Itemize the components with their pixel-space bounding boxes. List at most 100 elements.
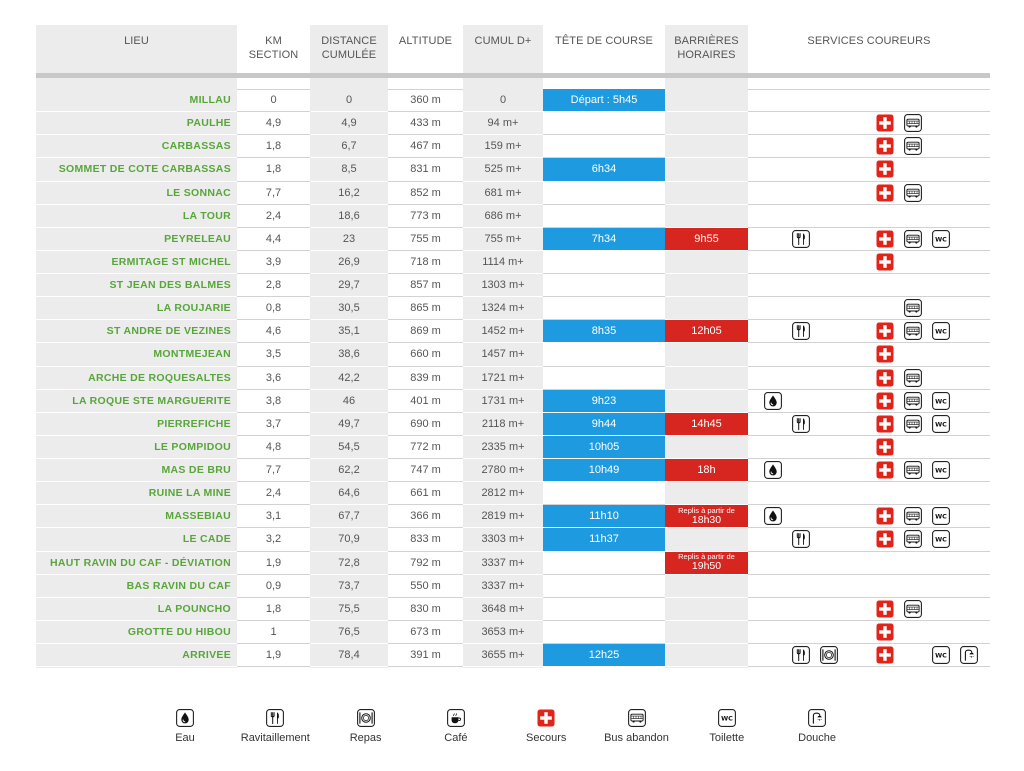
services-coureurs-cell: WC <box>748 528 990 552</box>
place-name-cell: ARCHE DE ROQUESALTES <box>36 367 237 390</box>
tete-de-course-cell: 12h25 <box>543 644 665 668</box>
tete-de-course-cell <box>543 205 665 228</box>
cumul-d-plus-cell: 159 m+ <box>463 135 543 159</box>
first-aid-cross-icon <box>876 415 894 433</box>
altitude-value: 852 m <box>410 186 441 199</box>
tete-de-course-cell <box>543 482 665 506</box>
cumul-d-plus-value: 2335 m+ <box>481 440 525 453</box>
column-header-km-section: KM SECTION <box>237 25 310 73</box>
distance-cumulee-cell: 38,6 <box>310 343 388 367</box>
race-leader-time-label: 11h10 <box>589 510 619 523</box>
altitude-value: 865 m <box>410 302 441 315</box>
distance-cumulee-value: 64,6 <box>338 487 360 500</box>
km-section-value: 0 <box>270 94 277 107</box>
race-leader-time-label: 12h25 <box>588 649 620 662</box>
table-row: LE SONNAC 7,7 16,2 852 m 681 m+ <box>36 182 990 205</box>
table-row: PIERREFICHE 3,7 49,7 690 m 2118 m+ 9h44 14h45 W… <box>36 412 990 436</box>
barrieres-horaires-cell <box>665 621 748 644</box>
column-header-barrieres-horaires: BARRIÈRES HORAIRES <box>665 25 748 73</box>
cutoff-time-label: 9h55 <box>694 232 719 245</box>
distance-cumulee-value: 26,9 <box>338 255 360 268</box>
first-aid-cross-icon <box>876 160 894 178</box>
cutoff-time: Replis à partir de 19h50 <box>665 551 748 574</box>
cumul-d-plus-cell: 1114 m+ <box>463 251 543 274</box>
km-section-value: 1,9 <box>265 649 282 662</box>
distance-cumulee-value: 16,2 <box>338 186 360 199</box>
race-leader-time: Départ : 5h45 <box>543 89 665 112</box>
distance-cumulee-cell: 42,2 <box>310 367 388 390</box>
tete-de-course-cell <box>543 297 665 321</box>
cumul-d-plus-value: 3653 m+ <box>481 625 525 638</box>
cumul-d-plus-cell: 2812 m+ <box>463 482 543 506</box>
altitude-value: 661 m <box>410 487 441 500</box>
bus-icon <box>904 368 922 387</box>
wc-icon: WC <box>932 414 950 433</box>
race-leader-time: 10h05 <box>543 435 665 458</box>
cumul-d-plus-cell: 3303 m+ <box>463 528 543 552</box>
cumul-d-plus-cell: 1457 m+ <box>463 343 543 367</box>
km-section-value: 1,8 <box>265 140 282 153</box>
cumul-d-plus-cell: 1721 m+ <box>463 367 543 390</box>
place-name-cell: GROTTE DU HIBOU <box>36 621 237 644</box>
altitude-cell: 467 m <box>388 135 463 159</box>
services-coureurs-cell <box>748 367 990 390</box>
cumul-d-plus-cell: 2335 m+ <box>463 436 543 459</box>
cumul-d-plus-value: 681 m+ <box>484 186 522 199</box>
column-header-services-coureurs: SERVICES COUREURS <box>748 25 990 73</box>
race-leader-time: 11h10 <box>543 505 665 528</box>
legend-label: Repas <box>349 732 382 744</box>
km-section-value: 1,8 <box>265 163 282 176</box>
distance-cumulee-cell: 72,8 <box>310 552 388 575</box>
altitude-cell: 550 m <box>388 575 463 598</box>
fork-knife-icon <box>792 322 810 341</box>
place-name: PIERREFICHE <box>157 417 231 430</box>
table-row: MILLAU 0 0 360 m 0 Départ : 5h45 <box>36 89 990 113</box>
place-name-cell: MASSEBIAU <box>36 505 237 529</box>
km-section-value: 1,9 <box>265 556 282 569</box>
altitude-value: 660 m <box>410 348 441 361</box>
altitude-value: 433 m <box>410 117 441 130</box>
cutoff-note: Replis à partir de <box>678 551 735 561</box>
barrieres-horaires-cell <box>665 112 748 136</box>
distance-cumulee-cell: 54,5 <box>310 436 388 459</box>
first-aid-cross-icon <box>876 600 894 618</box>
cumul-d-plus-value: 1303 m+ <box>481 279 525 292</box>
place-name: CARBASSAS <box>161 140 231 153</box>
column-header-line: TÊTE DE COURSE <box>555 35 653 47</box>
km-section-cell: 3,2 <box>237 528 310 552</box>
km-section-value: 4,4 <box>265 232 282 245</box>
race-leader-time: 10h49 <box>543 459 665 482</box>
race-leader-time-label: 9h23 <box>591 394 617 407</box>
barrieres-horaires-cell <box>665 390 748 413</box>
cumul-d-plus-cell: 755 m+ <box>463 228 543 251</box>
race-leader-time: 9h44 <box>543 412 665 435</box>
altitude-value: 830 m <box>410 602 441 615</box>
cutoff-time-label: 19h50 <box>691 560 722 573</box>
km-section-value: 1,8 <box>265 602 282 615</box>
altitude-cell: 869 m <box>388 320 463 344</box>
place-name-cell: PIERREFICHE <box>36 413 237 436</box>
tete-de-course-cell: 10h05 <box>543 435 665 459</box>
distance-cumulee-cell: 67,7 <box>310 505 388 529</box>
services-coureurs-cell: WC <box>748 459 990 483</box>
column-header-altitude: ALTITUDE <box>388 25 463 73</box>
table-row: ST JEAN DES BALMES 2,8 29,7 857 m 1303 m+ <box>36 274 990 298</box>
first-aid-cross-icon <box>876 530 894 548</box>
place-name-cell: PAULHE <box>36 112 237 136</box>
water-drop-icon <box>764 507 782 526</box>
services-coureurs-cell <box>748 182 990 205</box>
cutoff-time: 9h55 <box>665 227 748 250</box>
place-name-cell: MILLAU <box>36 89 237 113</box>
cumul-d-plus-value: 159 m+ <box>484 140 522 153</box>
column-header-cumul-d-plus: CUMUL D+ <box>463 25 543 73</box>
tete-de-course-cell <box>543 367 665 390</box>
legend-item: Secours <box>496 709 596 749</box>
place-name-cell: LE SONNAC <box>36 182 237 205</box>
place-name-cell: LA ROUJARIE <box>36 297 237 321</box>
cumul-d-plus-value: 755 m+ <box>484 232 522 245</box>
place-name-cell: ARRIVEE <box>36 644 237 668</box>
place-name-cell: CARBASSAS <box>36 135 237 159</box>
altitude-cell: 830 m <box>388 598 463 621</box>
altitude-value: 833 m <box>410 533 441 546</box>
distance-cumulee-value: 54,5 <box>338 440 360 453</box>
